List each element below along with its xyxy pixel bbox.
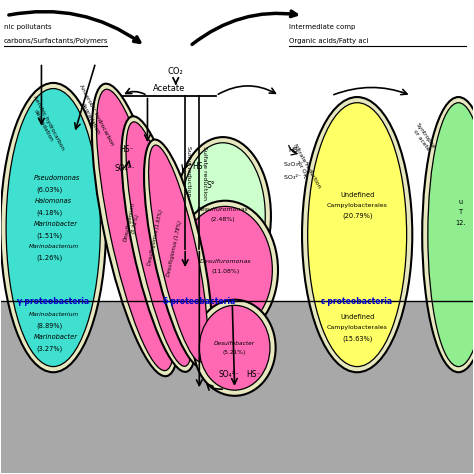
Text: u: u — [459, 199, 463, 205]
Text: S₂O₃²⁻ ?: S₂O₃²⁻ ? — [284, 162, 309, 167]
Text: (5.21%): (5.21%) — [223, 350, 246, 355]
Text: Desulfuromonas: Desulfuromonas — [200, 259, 251, 264]
Ellipse shape — [173, 201, 278, 339]
Text: Desulfuromonas: Desulfuromonas — [197, 207, 249, 212]
Text: (15.63%): (15.63%) — [342, 335, 373, 342]
Text: SO₄²⁻: SO₄²⁻ — [218, 370, 239, 379]
Text: Marinobacterium: Marinobacterium — [29, 312, 79, 317]
Text: Campylobacterales: Campylobacterales — [327, 203, 388, 208]
Text: (6.03%): (6.03%) — [36, 187, 63, 193]
Text: SO₄²⁻: SO₄²⁻ — [115, 164, 135, 173]
Text: Marinobacter: Marinobacter — [34, 221, 77, 227]
Text: Campylobacterales: Campylobacterales — [327, 325, 388, 330]
Text: Pseudomonas: Pseudomonas — [34, 175, 80, 182]
Text: Desulfoglomus (1.93%): Desulfoglomus (1.93%) — [147, 210, 164, 266]
Ellipse shape — [302, 97, 412, 372]
Text: ε-proteobacteria: ε-proteobacteria — [321, 297, 393, 306]
Text: (3.27%): (3.27%) — [36, 345, 63, 352]
Ellipse shape — [175, 137, 271, 294]
Text: (8.89%): (8.89%) — [36, 322, 63, 329]
Ellipse shape — [126, 122, 192, 366]
Text: Acetate: Acetate — [153, 84, 185, 93]
Ellipse shape — [178, 206, 273, 334]
Text: Sulfur reduction: Sulfur reduction — [186, 146, 191, 196]
Text: (1.26%): (1.26%) — [36, 254, 63, 261]
Text: HS⁻: HS⁻ — [246, 370, 261, 379]
Ellipse shape — [6, 89, 100, 366]
Ellipse shape — [428, 103, 474, 366]
Ellipse shape — [144, 139, 212, 367]
Text: Aerobic hydrocarbon
degradation: Aerobic hydrocarbon degradation — [27, 94, 65, 154]
Text: nic pollutants: nic pollutants — [4, 24, 51, 30]
Text: SO₃²⁻ ?: SO₃²⁻ ? — [284, 175, 307, 180]
Ellipse shape — [181, 143, 265, 289]
Text: HS⁻: HS⁻ — [289, 147, 302, 153]
Bar — [1, 1, 473, 301]
Text: δ-proteobacteria: δ-proteobacteria — [163, 297, 236, 306]
Ellipse shape — [308, 103, 407, 366]
Bar — [1, 301, 473, 473]
Ellipse shape — [194, 300, 276, 396]
Text: (11.08%): (11.08%) — [211, 269, 239, 274]
Text: Sulfate reduction: Sulfate reduction — [201, 146, 207, 201]
Text: carbons/Surfactants/Polymers: carbons/Surfactants/Polymers — [4, 38, 108, 45]
Text: Undefined: Undefined — [340, 314, 374, 320]
Ellipse shape — [199, 305, 270, 390]
Text: Anaerobic hydrocarbon
degradation: Anaerobic hydrocarbon degradation — [73, 84, 114, 150]
Text: Marinobacter: Marinobacter — [34, 334, 77, 340]
Text: (2.48%): (2.48%) — [210, 217, 235, 222]
Text: Syntrophe
or acete: Syntrophe or acete — [410, 123, 436, 154]
Text: CO₂: CO₂ — [168, 67, 183, 76]
Ellipse shape — [121, 116, 197, 372]
Text: Halomonas: Halomonas — [36, 198, 73, 204]
Text: Organic acids/Fatty aci: Organic acids/Fatty aci — [289, 38, 368, 45]
Ellipse shape — [0, 83, 106, 372]
Ellipse shape — [97, 89, 175, 371]
Ellipse shape — [422, 97, 474, 372]
Text: Desulfobacter: Desulfobacter — [214, 341, 255, 346]
Text: (20.79%): (20.79%) — [342, 212, 373, 219]
Text: S°: S° — [206, 181, 215, 190]
Text: Nitrate reduction
or O₂: Nitrate reduction or O₂ — [287, 143, 321, 191]
Text: Marinobacterium: Marinobacterium — [29, 244, 79, 249]
Text: HS⁻: HS⁻ — [192, 162, 207, 171]
Text: (4.18%): (4.18%) — [36, 210, 63, 216]
Text: T: T — [459, 209, 463, 215]
Text: Desulfoglomus (1.78%): Desulfoglomus (1.78%) — [166, 220, 183, 277]
Ellipse shape — [92, 84, 180, 376]
Text: Desulfogenium
(3.22%): Desulfogenium (3.22%) — [123, 202, 142, 244]
Text: Intermediate comp: Intermediate comp — [289, 24, 355, 30]
Ellipse shape — [149, 145, 208, 362]
Text: HS⁻: HS⁻ — [119, 145, 134, 154]
Text: 12.: 12. — [456, 220, 466, 226]
Text: Undefined: Undefined — [340, 191, 374, 198]
Text: γ-proteobacteria: γ-proteobacteria — [17, 297, 90, 306]
Text: (1.51%): (1.51%) — [36, 232, 63, 238]
